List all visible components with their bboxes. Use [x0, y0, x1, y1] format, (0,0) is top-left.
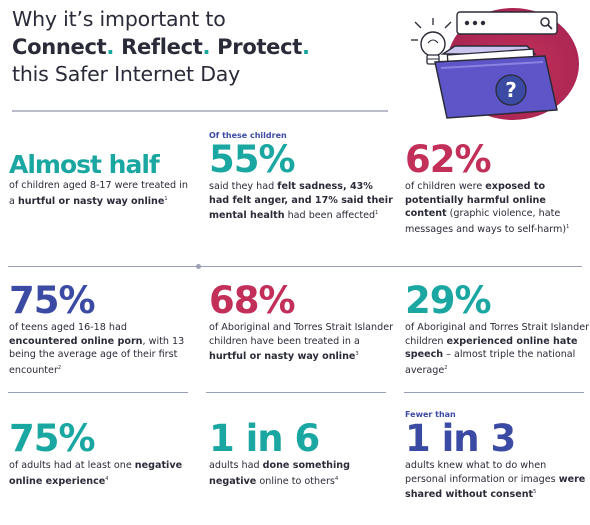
stat-card: Almost half of children aged 8-17 were t…: [9, 152, 194, 208]
emphasis-text: negative online experience: [9, 460, 183, 487]
svg-text:?: ?: [505, 78, 517, 102]
stat-value: 75%: [9, 417, 96, 460]
description-text: , with 13 being the average age of their…: [9, 335, 185, 376]
emphasis-text: encountered online porn: [9, 335, 143, 347]
footnote-marker: 4: [105, 475, 109, 482]
footnote-marker: 2: [444, 364, 448, 371]
footnote-marker: 3: [355, 351, 359, 358]
footnote-marker: 1: [164, 195, 168, 202]
stat-value: Almost half: [9, 150, 160, 179]
grid-row-divider: [8, 392, 188, 393]
description-text: – almost triple the national average: [405, 349, 576, 376]
emphasis-text: hurtful or nasty way online: [209, 351, 356, 363]
stat-card: 75% of adults had at least one negative …: [9, 420, 194, 488]
emphasis-text: felt sadness, 43% had felt anger, and 17…: [209, 181, 393, 222]
stat-card: Fewer than 1 in 3 adults knew what to do…: [405, 410, 590, 502]
stat-value: 29%: [405, 279, 492, 322]
stat-value: 75%: [9, 279, 96, 322]
stat-value: 1 in 6: [209, 417, 320, 460]
stat-card: Of these children 55% said they had felt…: [209, 131, 394, 223]
description-text: said they had: [209, 181, 278, 192]
description-text: of children were: [405, 181, 486, 192]
description-text: of children aged 8-17 were treated in a: [9, 180, 188, 207]
emphasis-text: were shared without consent: [405, 473, 586, 501]
title-dot: .: [106, 35, 115, 59]
title-line-3: this Safer Internet Day: [12, 62, 241, 86]
browser-search-bar-icon: [456, 11, 558, 35]
grid-divider-dot: [196, 264, 201, 269]
title-dot: .: [302, 35, 310, 59]
emphasis-text: exposed to potentially harmful online co…: [405, 181, 546, 220]
description-text: adults had: [209, 460, 263, 471]
title-line-1: Why it’s important to: [12, 7, 226, 31]
stat-description: of Aboriginal and Torres Strait Islander…: [209, 321, 394, 364]
title-line-2: Connect. Reflect. Protect.: [12, 33, 392, 61]
stat-card: 68% of Aboriginal and Torres Strait Isla…: [209, 282, 394, 364]
stat-card: 1 in 6 adults had done something negativ…: [209, 420, 394, 488]
description-text: of adults had at least one: [9, 460, 135, 471]
description-text: of Aboriginal and Torres Strait Islander…: [405, 322, 590, 347]
grid-row-divider: [8, 266, 582, 267]
stat-prefix: Fewer than: [405, 410, 456, 419]
title-divider: [12, 110, 388, 112]
grid-row-divider: [206, 392, 386, 393]
title-connect: Connect: [12, 35, 107, 59]
stat-description: said they had felt sadness, 43% had felt…: [209, 180, 394, 223]
stat-card: 62% of children were exposed to potentia…: [405, 141, 590, 237]
title-reflect: Reflect: [121, 35, 203, 59]
stat-description: of children aged 8-17 were treated in a …: [9, 179, 194, 208]
footnote-marker: 1: [566, 223, 570, 230]
folder-icon: [434, 45, 558, 119]
stat-value: 62%: [405, 138, 492, 181]
stat-value: 1 in 3: [405, 417, 516, 460]
footnote-marker: 4: [334, 475, 339, 482]
description-text: (graphic violence, hate messages and way…: [405, 208, 567, 235]
stat-card: 75% of teens aged 16-18 had encountered …: [9, 282, 194, 378]
stat-description: of adults had at least one negative onli…: [9, 459, 194, 488]
page-title: Why it’s important to Connect. Reflect. …: [12, 6, 392, 88]
footnote-marker: 5: [533, 489, 537, 496]
stat-description: of teens aged 16-18 had encountered onli…: [9, 321, 194, 378]
emphasis-text: done something negative: [209, 460, 350, 487]
stat-description: adults knew what to do when personal inf…: [405, 459, 590, 502]
stat-value: 55%: [209, 138, 296, 181]
footnote-marker: 1: [375, 210, 379, 217]
emphasis-text: hurtful or nasty way online: [17, 195, 165, 207]
illustration: ?: [411, 8, 579, 120]
emphasis-text: experienced online hate speech: [405, 335, 578, 361]
stat-card: 29% of Aboriginal and Torres Strait Isla…: [405, 282, 590, 378]
description-text: of Aboriginal and Torres Strait Islander…: [209, 322, 394, 347]
question-mark-icon: ?: [495, 74, 527, 106]
stat-description: of Aboriginal and Torres Strait Islander…: [405, 321, 590, 378]
footnote-marker: 2: [57, 364, 62, 371]
stat-description: of children were exposed to potentially …: [405, 180, 590, 237]
grid-row-divider: [404, 392, 584, 393]
title-protect: Protect: [217, 35, 303, 59]
lightbulb-icon: [411, 18, 452, 65]
description-text: online to others: [256, 475, 335, 487]
description-text: had been affected: [284, 210, 376, 222]
title-dot: .: [202, 35, 211, 59]
stat-description: adults had done something negative onlin…: [209, 459, 394, 488]
stat-prefix: Of these children: [209, 131, 287, 140]
description-text: of teens aged 16-18 had: [9, 322, 127, 333]
description-text: adults knew what to do when personal inf…: [405, 460, 559, 485]
stat-value: 68%: [209, 279, 296, 322]
